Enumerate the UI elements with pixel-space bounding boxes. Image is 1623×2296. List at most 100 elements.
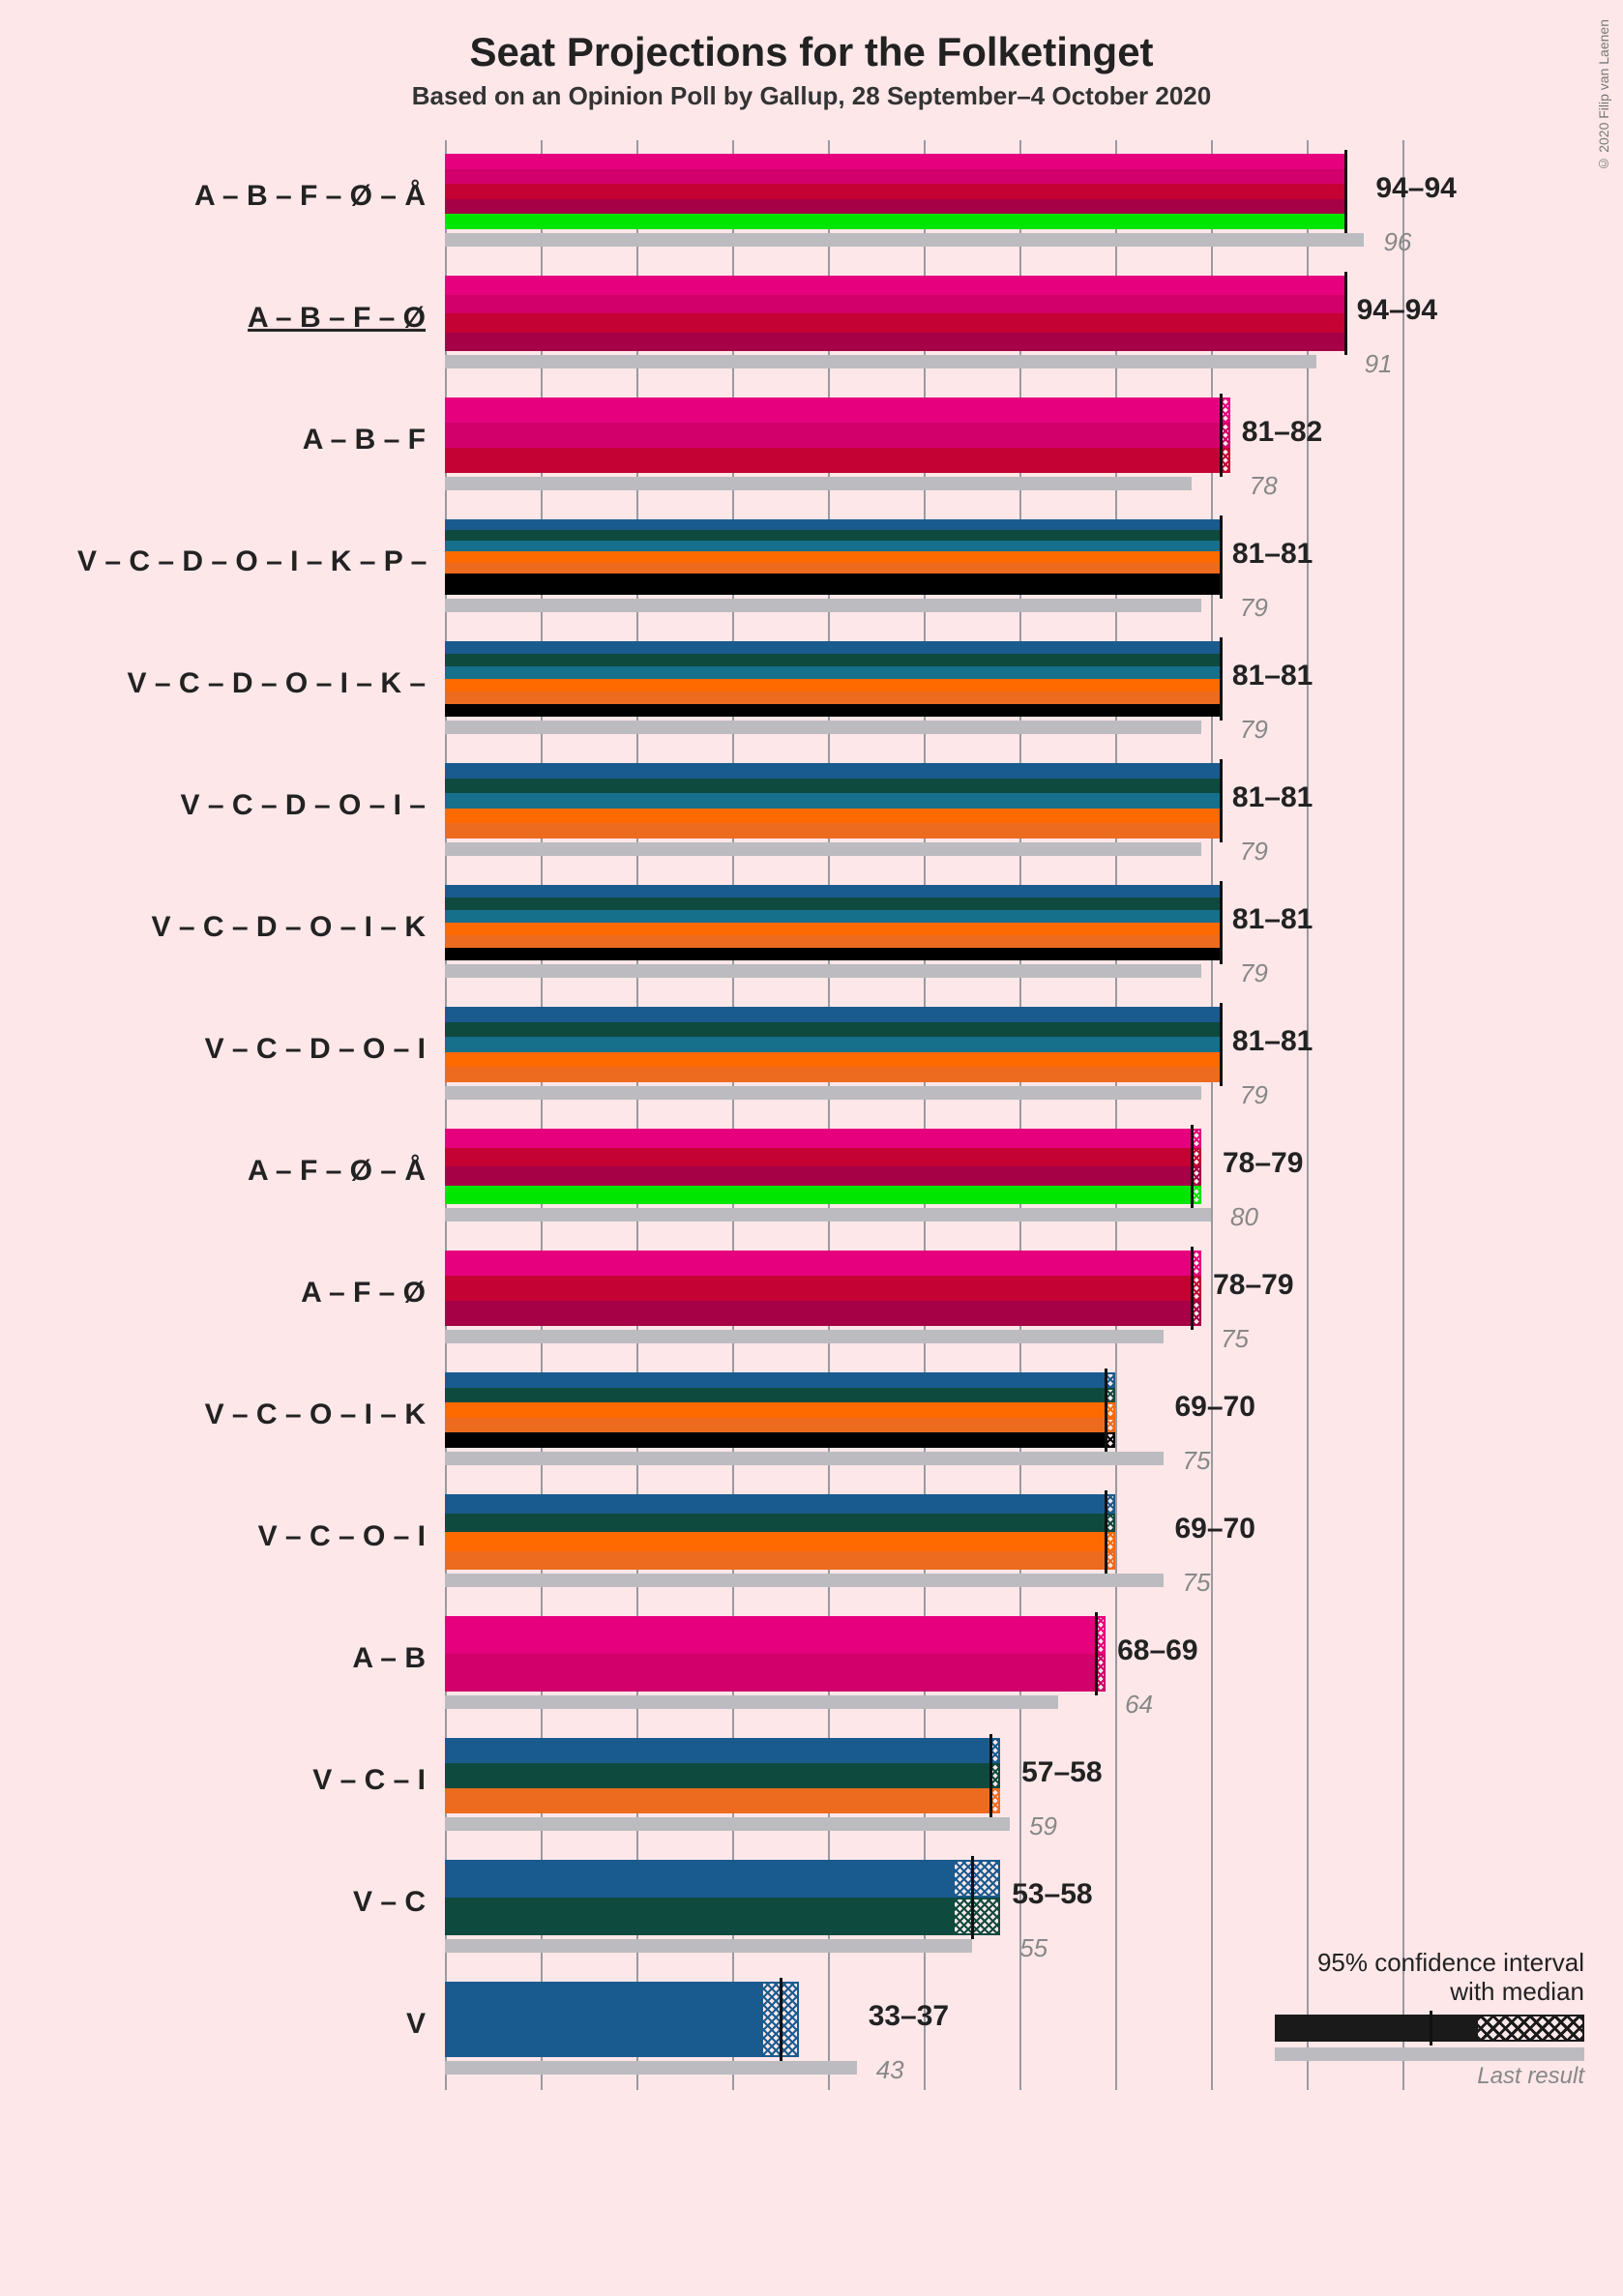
chart-subtitle: Based on an Opinion Poll by Gallup, 28 S… <box>39 81 1584 111</box>
coalition-stripe <box>445 1514 1106 1533</box>
coalition-stripe <box>445 1898 953 1935</box>
coalition-row: A – B – F – Ø – Å94–9496 <box>77 140 1584 262</box>
last-result-bar <box>445 1330 1164 1343</box>
last-result-label: 96 <box>1383 227 1411 257</box>
coalition-stripe <box>445 214 1345 229</box>
median-tick <box>1220 394 1223 477</box>
coalition-row: V – C – D – O – I – K81–8179 <box>77 871 1584 993</box>
last-result-label: 55 <box>1019 1933 1048 1963</box>
coalition-row: V – C – D – O – I – K –81–8179 <box>77 628 1584 750</box>
last-result-bar <box>445 964 1201 978</box>
range-label: 78–79 <box>1213 1269 1293 1302</box>
coalition-stripe <box>445 1148 1192 1167</box>
coalition-label: A – B – F – Ø – Å <box>77 180 426 213</box>
last-result-bar <box>445 233 1364 247</box>
coalition-label: V – C – D – O – I <box>77 1033 426 1066</box>
ci-hatch <box>953 1898 1001 1935</box>
coalition-stripe <box>445 898 1221 910</box>
last-result-label: 43 <box>876 2055 904 2085</box>
median-tick <box>1191 1247 1194 1330</box>
last-result-bar <box>445 1086 1201 1100</box>
range-label: 81–81 <box>1232 660 1313 692</box>
coalition-stripe <box>445 1276 1192 1301</box>
coalition-row: A – B – F – Ø94–9491 <box>77 262 1584 384</box>
copyright: © 2020 Filip van Laenen <box>1596 19 1611 172</box>
coalition-row: V – C – O – I69–7075 <box>77 1481 1584 1603</box>
coalition-stripe <box>445 910 1221 923</box>
last-result-bar <box>445 477 1192 490</box>
coalition-label: V – C – D – O – I – K – <box>77 667 426 700</box>
coalition-label: V <box>77 2008 426 2041</box>
coalition-stripe <box>445 1251 1192 1276</box>
coalition-stripe <box>445 574 1221 584</box>
last-result-bar <box>445 1939 972 1953</box>
coalition-stripe <box>445 154 1345 169</box>
coalition-stripe <box>445 1301 1192 1326</box>
last-result-label: 79 <box>1240 837 1268 867</box>
last-result-bar <box>445 1452 1164 1465</box>
coalition-stripe <box>445 1186 1192 1205</box>
median-tick <box>1220 759 1223 842</box>
last-result-bar <box>445 1817 1010 1831</box>
coalition-label: V – C – I <box>77 1764 426 1797</box>
coalition-label: A – F – Ø <box>77 1277 426 1310</box>
coalition-stripe <box>445 1494 1106 1514</box>
coalition-stripe <box>445 793 1221 809</box>
range-label: 94–94 <box>1357 294 1437 327</box>
coalition-stripe <box>445 679 1221 692</box>
ci-hatch <box>953 1860 1001 1898</box>
legend: 95% confidence interval with median Last… <box>1236 1949 1584 2090</box>
coalition-label: V – C – O – I <box>77 1520 426 1553</box>
coalition-stripe <box>445 584 1221 595</box>
last-result-bar <box>445 599 1201 612</box>
median-tick <box>989 1734 992 1817</box>
coalition-label: A – B – F <box>77 424 426 456</box>
coalition-stripe <box>445 1788 990 1813</box>
coalition-stripe <box>445 169 1345 185</box>
coalition-label: V – C <box>77 1886 426 1919</box>
median-tick <box>1095 1612 1098 1695</box>
last-result-bar <box>445 2061 857 2075</box>
coalition-stripe <box>445 1654 1096 1692</box>
coalition-row: V – C – D – O – I81–8179 <box>77 993 1584 1115</box>
coalition-stripe <box>445 935 1221 948</box>
coalition-stripe <box>445 1388 1106 1403</box>
coalition-stripe <box>445 423 1221 448</box>
coalition-stripe <box>445 666 1221 679</box>
last-result-label: 78 <box>1250 471 1278 501</box>
range-label: 33–37 <box>869 2000 949 2033</box>
coalition-stripe <box>445 1007 1221 1022</box>
coalition-row: A – F – Ø78–7975 <box>77 1237 1584 1359</box>
coalition-stripe <box>445 1432 1106 1448</box>
coalition-stripe <box>445 295 1345 314</box>
coalition-stripe <box>445 397 1221 423</box>
coalition-stripe <box>445 448 1221 473</box>
coalition-stripe <box>445 704 1221 717</box>
median-tick <box>1220 1003 1223 1086</box>
last-result-label: 80 <box>1230 1202 1258 1232</box>
coalition-stripe <box>445 333 1345 352</box>
median-tick <box>1344 272 1347 355</box>
coalition-stripe <box>445 654 1221 666</box>
range-label: 57–58 <box>1021 1756 1102 1789</box>
coalition-stripe <box>445 1532 1106 1551</box>
median-tick <box>1105 1369 1107 1452</box>
coalition-stripe <box>445 885 1221 898</box>
last-result-bar <box>445 721 1201 734</box>
coalition-stripe <box>445 1418 1106 1433</box>
coalition-row: A – F – Ø – Å78–7980 <box>77 1115 1584 1237</box>
median-tick <box>1344 150 1347 233</box>
last-result-bar <box>445 1695 1058 1709</box>
range-label: 53–58 <box>1012 1878 1092 1911</box>
median-tick <box>1105 1490 1107 1574</box>
coalition-stripe <box>445 1372 1106 1388</box>
coalition-label: V – C – D – O – I – K – P – <box>77 545 426 578</box>
coalition-stripe <box>445 923 1221 935</box>
range-label: 81–82 <box>1242 416 1322 449</box>
last-result-label: 79 <box>1240 958 1268 988</box>
legend-ci-line1: 95% confidence interval <box>1317 1948 1584 1977</box>
coalition-label: V – C – D – O – I – <box>77 789 426 822</box>
median-tick <box>1191 1125 1194 1208</box>
legend-ci-bar <box>1275 2015 1584 2042</box>
coalition-row: V – C – I57–5859 <box>77 1724 1584 1846</box>
